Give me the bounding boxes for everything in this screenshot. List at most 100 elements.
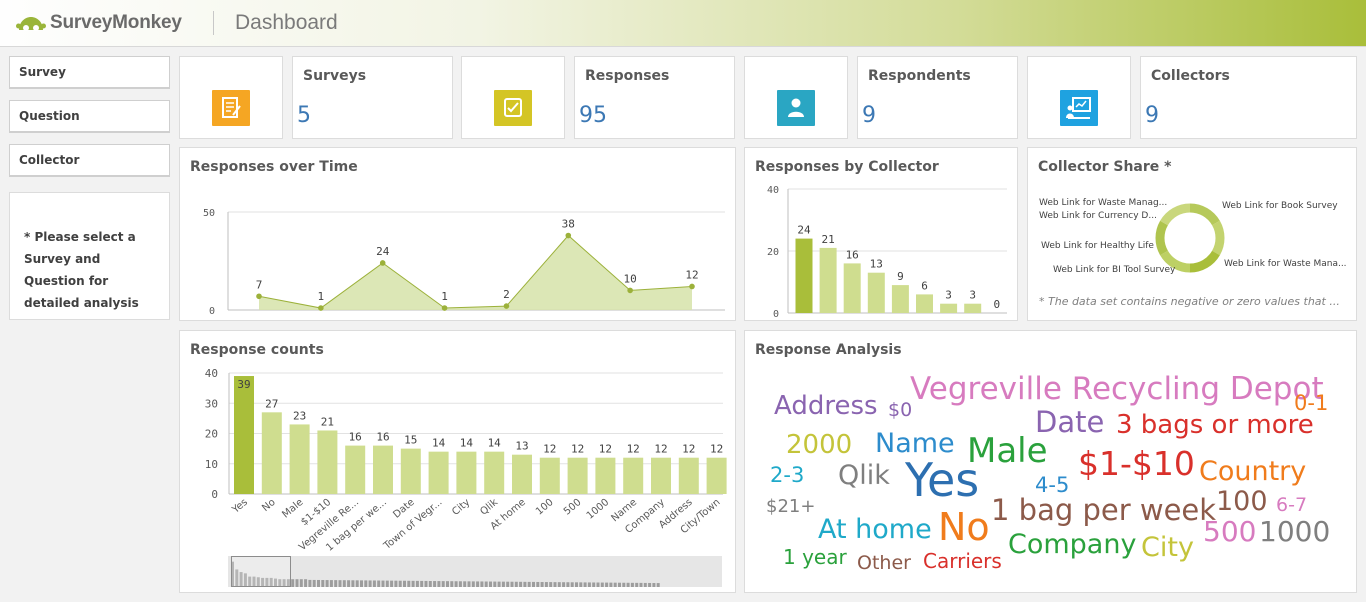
minimap-bar (600, 582, 604, 587)
chart-scrollbar[interactable] (228, 556, 722, 587)
bar (234, 376, 254, 494)
kpi-responses: Responses 95 (574, 56, 735, 139)
word-cloud-item[interactable]: $0 (888, 399, 913, 421)
word-cloud-item[interactable]: 500 (1203, 515, 1257, 548)
bar (595, 457, 616, 494)
word-cloud-item[interactable]: 1 bag per week (991, 493, 1217, 527)
data-label: 12 (627, 443, 640, 456)
data-label: 15 (404, 434, 417, 447)
minimap-bar (368, 580, 372, 587)
minimap-bar (592, 582, 596, 587)
data-label: 16 (846, 248, 859, 261)
word-cloud-item[interactable]: 4-5 (1035, 473, 1070, 497)
word-cloud-item[interactable]: Carriers (923, 549, 1002, 573)
data-label: 21 (321, 415, 334, 428)
minimap-bar (570, 582, 574, 587)
kpi-respondents-value: 9 (862, 103, 876, 128)
filter-survey[interactable]: Survey (9, 56, 170, 89)
response-counts-chart[interactable]: 40302010039Yes27No23Male21$1-$1016Vegrev… (180, 331, 735, 556)
minimap-bar (433, 581, 437, 587)
pie-slice (1189, 250, 1220, 273)
word-cloud-item[interactable]: No (938, 505, 990, 549)
slice-label: Web Link for Book Survey (1222, 201, 1338, 211)
data-label: 6 (921, 279, 928, 292)
minimap-bar (514, 581, 518, 587)
word-cloud-item[interactable]: 0-1 (1294, 391, 1329, 415)
word-cloud-item[interactable]: 2-3 (770, 463, 805, 487)
minimap-bar (291, 579, 295, 587)
word-cloud-item[interactable]: $1-$10 (1078, 444, 1195, 483)
minimap-bar (450, 581, 454, 587)
data-point (689, 283, 695, 290)
minimap-bar (321, 580, 325, 587)
word-cloud-item[interactable]: 1 year (783, 545, 847, 569)
word-cloud-item[interactable]: Vegreville Recycling Depot (910, 371, 1324, 407)
minimap-bar (351, 580, 355, 587)
bar (795, 238, 813, 313)
word-cloud-item[interactable]: 3 bags or more (1116, 410, 1314, 440)
y-tick-label: 30 (205, 397, 218, 410)
data-label: 13 (870, 258, 883, 271)
data-label: 23 (293, 409, 306, 422)
word-cloud-item[interactable]: Male (967, 431, 1048, 471)
collector-share-footnote: * The data set contains negative or zero… (1039, 295, 1340, 308)
word-cloud-item[interactable]: 100 (1216, 486, 1268, 517)
word-cloud-item[interactable]: 2000 (786, 430, 853, 460)
word-cloud-item[interactable]: Other (857, 552, 911, 574)
filter-question[interactable]: Question (9, 100, 170, 133)
minimap-bar (497, 581, 501, 587)
word-cloud-item[interactable]: City (1141, 532, 1194, 563)
filter-question-label: Question (19, 109, 80, 123)
surveymonkey-logo[interactable]: SurveyMonkey (16, 11, 182, 35)
page-title: Dashboard (235, 11, 338, 34)
kpi-collectors: Collectors 9 (1140, 56, 1357, 139)
filter-collector[interactable]: Collector (9, 144, 170, 177)
data-label: 14 (488, 437, 502, 450)
minimap-bar (342, 580, 346, 587)
data-label: 16 (376, 431, 389, 444)
minimap-bar (428, 580, 432, 587)
minimap-bar (519, 581, 523, 587)
word-cloud-item[interactable]: Qlik (838, 460, 890, 491)
word-cloud-item[interactable]: Company (1008, 529, 1137, 560)
minimap-bar (295, 579, 299, 587)
data-label: 3 (945, 289, 952, 302)
response-counts-panel: Response counts 40 30 20 10 0 39 Yes 27 No 23 Male… (179, 330, 736, 593)
y-tick-label: 10 (205, 458, 218, 471)
word-cloud-item[interactable]: Yes (905, 453, 980, 507)
kpi-responses-label: Responses (585, 68, 670, 84)
word-cloud-item[interactable]: 6-7 (1276, 494, 1308, 516)
minimap-bar (372, 580, 376, 587)
minimap-bar (360, 580, 363, 587)
scrollbar-minimap (231, 561, 660, 587)
kpi-surveys-label: Surveys (303, 68, 367, 84)
minimap-bar (596, 582, 600, 587)
minimap-bar (364, 580, 368, 587)
bar (400, 448, 421, 494)
slice-label: Web Link for BI Tool Survey (1053, 265, 1176, 275)
word-cloud-item[interactable]: Name (875, 428, 955, 459)
minimap-bar (458, 581, 462, 587)
minimap-bar (243, 573, 247, 587)
minimap-bar (239, 572, 243, 587)
word-cloud-item[interactable]: 1000 (1259, 515, 1331, 548)
word-cloud-item[interactable]: Country (1199, 456, 1307, 487)
word-cloud-item[interactable]: Date (1035, 405, 1105, 439)
scrollbar-thumb[interactable] (231, 556, 291, 587)
data-label: 14 (460, 437, 474, 450)
minimap-bar (527, 581, 531, 587)
y-tick-label: 20 (767, 247, 779, 258)
data-label: 21 (821, 233, 834, 246)
word-cloud-item[interactable]: At home (818, 514, 932, 545)
minimap-bar (398, 580, 402, 587)
response-counts-title: Response counts (190, 342, 324, 358)
bar (261, 412, 282, 494)
word-cloud-item[interactable]: Address (774, 391, 878, 421)
responses-by-collector-chart[interactable]: 40 20 0 24 21 16 13 9 6 3 3 0 (745, 148, 1017, 320)
minimap-bar (347, 580, 351, 587)
word-cloud-item[interactable]: $21+ (766, 496, 816, 517)
y-tick-label: 20 (205, 428, 218, 441)
data-label: 12 (710, 443, 723, 456)
collector-share-chart[interactable]: Web Link for Waste Manag... Web Link for … (1028, 168, 1356, 318)
